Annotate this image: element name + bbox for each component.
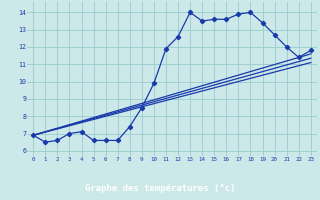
Text: Graphe des températures (°c): Graphe des températures (°c)	[85, 184, 235, 193]
